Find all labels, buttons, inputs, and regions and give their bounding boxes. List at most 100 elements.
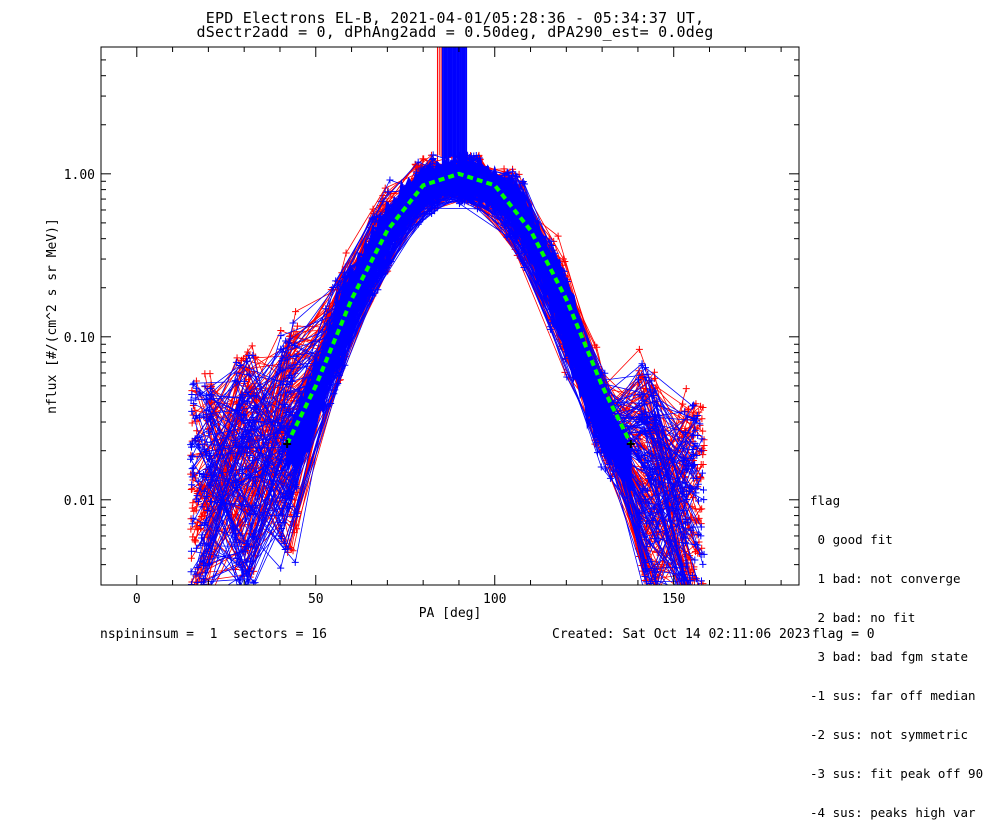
data-point-marker <box>191 596 198 603</box>
data-point-marker <box>697 523 705 531</box>
x-tick-label: 150 <box>662 592 685 607</box>
legend-item: 0 good fit <box>810 532 893 547</box>
data-point-marker <box>691 596 698 603</box>
data-point-marker <box>686 576 694 584</box>
legend-title: flag <box>810 493 841 508</box>
data-point-marker <box>192 384 200 392</box>
data-point-marker <box>231 529 239 537</box>
data-point-marker <box>500 165 508 173</box>
data-point-marker <box>651 535 659 543</box>
y-tick-label: 1.00 <box>64 168 95 183</box>
data-point-marker <box>642 578 650 585</box>
data-point-marker <box>188 473 196 481</box>
trace-line <box>195 160 696 573</box>
data-point-marker <box>693 442 701 450</box>
fit-endpoint-marker <box>626 439 635 448</box>
data-point-marker <box>197 590 204 597</box>
data-point-marker <box>699 619 706 626</box>
data-point-marker <box>189 533 197 541</box>
data-point-marker <box>188 439 196 447</box>
data-point-marker <box>597 463 605 471</box>
data-point-marker <box>689 474 697 482</box>
data-point-marker <box>248 504 256 512</box>
data-point-marker <box>682 385 690 393</box>
data-point-marker <box>188 419 196 427</box>
data-point-marker <box>684 405 692 413</box>
data-point-marker <box>649 594 656 601</box>
data-point-marker <box>292 513 300 521</box>
plot-frame <box>100 46 800 586</box>
data-point-marker <box>194 433 202 441</box>
data-point-marker <box>635 345 643 353</box>
data-point-marker <box>684 465 692 473</box>
data-point-marker <box>285 372 293 380</box>
data-point-marker <box>689 608 696 615</box>
data-point-marker <box>189 499 197 507</box>
data-point-marker <box>700 486 708 494</box>
data-point-marker <box>654 586 661 593</box>
data-point-marker <box>637 416 645 424</box>
data-point-marker <box>188 465 196 473</box>
data-point-marker <box>642 364 650 372</box>
data-point-marker <box>692 467 700 475</box>
data-point-marker <box>188 504 196 512</box>
data-point-marker <box>206 588 213 595</box>
data-point-marker <box>247 557 255 565</box>
data-point-marker <box>233 369 241 377</box>
data-point-marker <box>695 602 702 609</box>
core-trace <box>285 168 632 480</box>
data-point-marker <box>696 616 703 623</box>
data-point-marker <box>187 568 195 576</box>
data-point-marker <box>688 586 695 593</box>
data-point-marker <box>680 444 688 452</box>
x-tick-label: 100 <box>483 592 506 607</box>
x-axis-label: PA [deg] <box>419 606 482 621</box>
data-point-marker <box>240 411 248 419</box>
data-point-marker <box>694 618 701 625</box>
data-point-marker <box>466 154 474 162</box>
data-point-marker <box>699 613 706 620</box>
data-point-marker <box>187 525 195 533</box>
legend-item: 1 bad: not converge <box>810 571 961 586</box>
flag-legend: flag 0 good fit 1 bad: not converge 2 ba… <box>810 468 983 832</box>
data-point-marker <box>192 412 200 420</box>
data-point-marker <box>207 384 215 392</box>
data-point-marker <box>379 197 387 205</box>
data-point-marker <box>205 452 213 460</box>
data-point-marker <box>282 337 290 345</box>
data-point-marker <box>195 600 202 607</box>
data-point-marker <box>697 614 704 621</box>
data-point-marker <box>503 233 511 241</box>
data-point-marker <box>286 335 294 343</box>
data-point-marker <box>700 496 708 504</box>
trace-line <box>191 186 696 561</box>
data-point-marker <box>696 606 703 613</box>
data-point-marker <box>334 282 342 290</box>
data-point-marker <box>505 225 513 233</box>
data-point-marker <box>600 381 608 389</box>
data-point-marker <box>688 605 695 612</box>
trace-line <box>192 207 693 574</box>
data-point-marker <box>246 444 254 452</box>
data-point-marker <box>683 518 691 526</box>
data-point-marker <box>236 362 244 370</box>
data-point-marker <box>202 396 210 404</box>
data-point-marker <box>695 497 703 505</box>
data-point-marker <box>695 619 702 626</box>
data-point-marker <box>188 520 196 528</box>
data-point-marker <box>684 613 691 620</box>
data-point-marker <box>685 601 692 608</box>
chart-subtitle: dSectr2add = 0, dPhAng2add = 0.50deg, dP… <box>196 23 714 41</box>
data-point-marker <box>200 540 208 548</box>
data-point-marker <box>680 617 687 624</box>
data-point-marker <box>188 591 195 598</box>
data-point-marker <box>189 514 197 522</box>
data-point-marker <box>241 377 249 385</box>
data-point-marker <box>698 594 705 601</box>
data-point-marker <box>191 406 199 414</box>
data-point-marker <box>699 427 707 435</box>
data-point-marker <box>473 205 481 213</box>
data-point-marker <box>638 414 646 422</box>
data-point-marker <box>237 531 245 539</box>
y-axis-label: nflux [#/(cm^2 s sr MeV)] <box>45 218 60 414</box>
